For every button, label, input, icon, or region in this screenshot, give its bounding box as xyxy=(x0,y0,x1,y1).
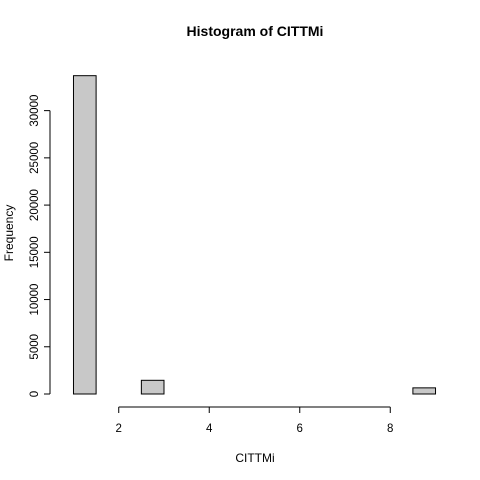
histogram-bar xyxy=(412,387,437,395)
y-tick-label: 5000 xyxy=(29,334,41,360)
y-tick-label: 10000 xyxy=(29,284,41,316)
y-tick-label: 20000 xyxy=(29,189,41,221)
bars-group xyxy=(72,75,437,395)
y-tick-label: 25000 xyxy=(29,142,41,174)
y-axis-label: Frequency xyxy=(2,205,16,262)
histogram-bar xyxy=(140,379,165,395)
y-axis: 0 5000 10000 15000 20000 25000 30000 xyxy=(29,95,51,397)
x-tick-label: 4 xyxy=(206,423,213,435)
x-axis-label: CITTMi xyxy=(235,451,274,465)
y-tick-label: 15000 xyxy=(29,236,41,268)
x-tick-label: 8 xyxy=(387,423,393,435)
x-tick-label: 6 xyxy=(297,423,303,435)
y-tick-label: 30000 xyxy=(29,95,41,127)
histogram-bar xyxy=(72,75,97,395)
x-tick-label: 2 xyxy=(116,423,122,435)
chart-title: Histogram of CITTMi xyxy=(187,23,324,39)
x-axis: 2 4 6 8 xyxy=(116,406,393,435)
y-tick-label: 0 xyxy=(29,391,41,397)
